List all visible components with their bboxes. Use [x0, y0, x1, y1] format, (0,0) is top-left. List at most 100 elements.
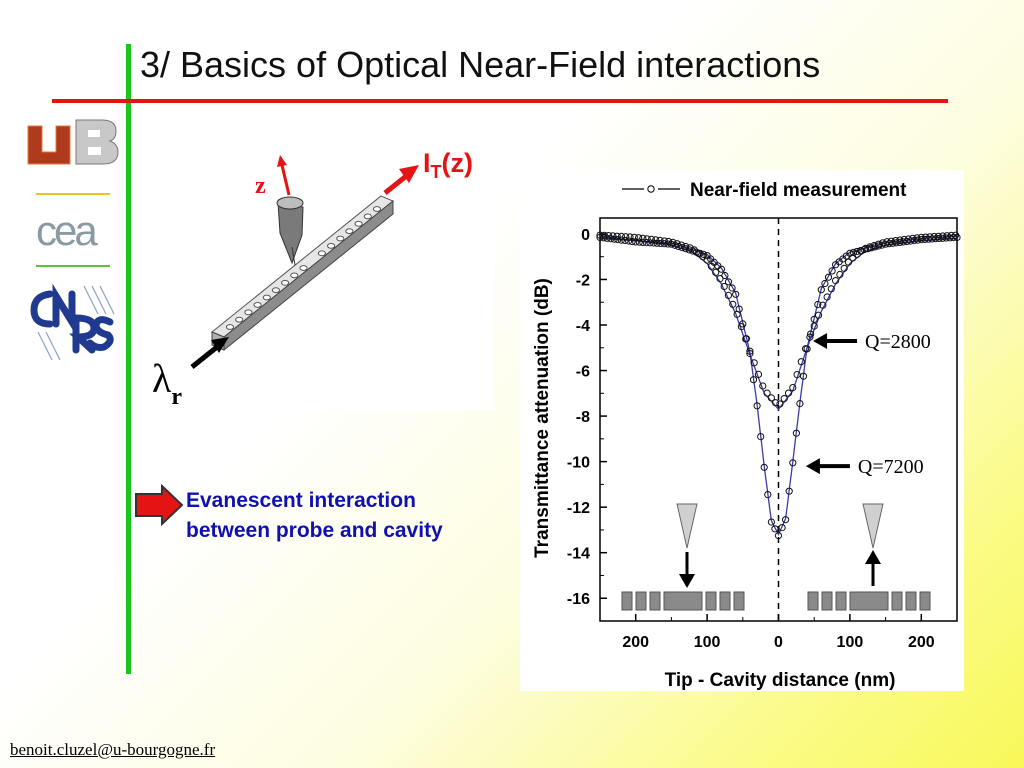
data-point	[782, 516, 790, 524]
data-point	[932, 235, 940, 243]
crystal-block	[807, 591, 819, 611]
data-point	[621, 236, 629, 245]
data-point	[827, 285, 835, 293]
data-point	[632, 238, 640, 246]
y-tick-label: -12	[567, 500, 590, 517]
y-tick-label: -16	[567, 591, 590, 608]
data-point	[732, 290, 740, 298]
data-point	[596, 233, 604, 242]
z-axis-label: z	[255, 173, 266, 199]
data-point	[896, 238, 904, 247]
data-point	[717, 265, 725, 273]
data-point	[819, 301, 827, 309]
data-point	[746, 347, 754, 355]
data-point	[907, 237, 915, 245]
data-point	[935, 234, 943, 243]
data-point	[864, 245, 872, 253]
data-point	[607, 235, 615, 243]
vertical-green-line	[126, 44, 131, 674]
crystal-hole	[317, 250, 326, 257]
data-point	[617, 236, 626, 244]
data-point	[810, 315, 818, 323]
data-point	[776, 400, 784, 408]
data-point	[660, 240, 668, 248]
logo-separator	[36, 265, 110, 267]
chart-ticks: 0 -2 -4 -6 -8 -10 -12 -14 -16 200 100 0 100 200	[567, 227, 958, 651]
data-point	[742, 335, 750, 343]
data-point	[630, 233, 638, 241]
data-point	[610, 235, 618, 243]
data-point	[871, 243, 879, 251]
data-point	[724, 278, 733, 286]
y-tick-label: -8	[576, 409, 590, 426]
data-point	[764, 491, 772, 499]
data-point	[828, 267, 836, 275]
annotation-arrowhead	[813, 332, 828, 349]
crystal-hole	[244, 309, 253, 316]
data-point	[821, 279, 829, 288]
annotation-label: Q=7200	[858, 456, 924, 478]
data-point	[763, 389, 771, 397]
crystal-hole	[225, 324, 235, 330]
crystal-block	[649, 591, 661, 611]
data-point	[806, 333, 814, 341]
crystal-block	[705, 591, 717, 611]
data-point	[796, 400, 804, 408]
data-point	[878, 241, 886, 249]
data-point	[628, 237, 636, 246]
data-point	[789, 459, 797, 467]
data-point	[714, 262, 722, 270]
data-point	[749, 376, 758, 384]
output-arrow-icon	[383, 165, 419, 195]
y-tick-label: -10	[567, 455, 590, 472]
footer-email-link[interactable]: benoit.cluzel@u-bourgogne.fr	[10, 740, 216, 759]
data-point	[946, 234, 954, 242]
data-point	[874, 242, 883, 250]
probe-tip	[276, 196, 304, 266]
data-point	[824, 273, 833, 281]
y-tick-label: -2	[576, 272, 590, 289]
data-point	[699, 250, 708, 259]
data-point	[792, 429, 800, 437]
data-point	[703, 252, 711, 260]
data-point	[784, 389, 793, 397]
output-intensity-label: IT(z)	[423, 148, 473, 182]
data-point	[797, 358, 805, 366]
crystal-hole	[281, 279, 290, 286]
data-point	[724, 291, 733, 300]
callout-line-1: Evanescent interaction	[186, 489, 416, 512]
data-point	[767, 518, 775, 526]
data-point	[750, 359, 758, 367]
logo-separator	[36, 193, 110, 195]
crystal-block	[733, 591, 745, 611]
crystal-block	[719, 591, 731, 611]
slide-title: 3/ Basics of Optical Near-Field interact…	[140, 44, 821, 85]
data-point	[778, 524, 786, 532]
data-point	[885, 240, 893, 248]
data-point	[614, 236, 622, 244]
callout-line-2: between probe and cavity	[186, 519, 443, 542]
data-point	[840, 264, 848, 272]
red-right-arrow-icon	[135, 484, 184, 526]
x-tick-label: 100	[694, 634, 721, 651]
chart-legend: Near-field measurement	[622, 180, 907, 201]
photonic-crystal-holes	[225, 206, 382, 330]
data-point	[953, 233, 961, 242]
data-point	[939, 232, 947, 240]
data-point	[692, 248, 700, 256]
data-point	[646, 239, 654, 247]
data-point	[814, 300, 822, 309]
data-point	[866, 243, 874, 251]
tip-schematic	[862, 503, 884, 549]
data-point	[635, 238, 643, 246]
y-tick-label: -6	[576, 364, 590, 381]
data-point	[712, 268, 720, 277]
data-point	[674, 242, 683, 251]
crystal-block	[621, 591, 633, 611]
data-point	[793, 371, 801, 379]
z-axis-arrow	[277, 155, 291, 196]
data-point	[849, 248, 858, 257]
data-point	[721, 271, 729, 280]
crystal-block	[891, 591, 903, 611]
